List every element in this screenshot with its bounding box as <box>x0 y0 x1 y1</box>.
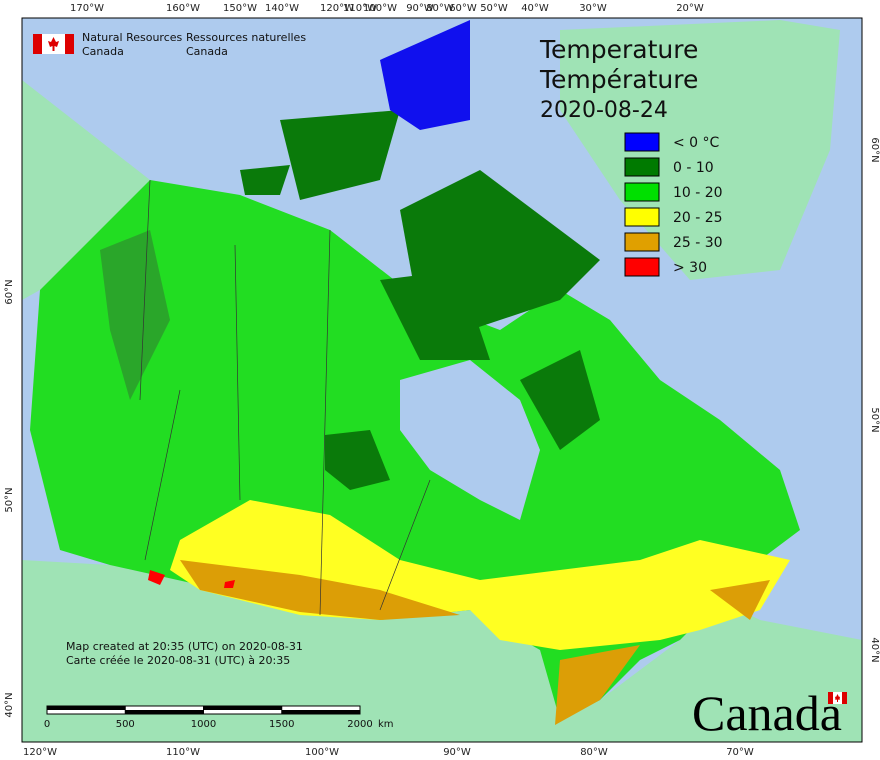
top-label: 150°W <box>223 3 257 14</box>
org-en: Natural Resources <box>82 31 183 44</box>
right-label: 50°N <box>869 407 880 432</box>
scale-label: 1000 <box>191 719 216 730</box>
arctic-islands <box>240 165 290 195</box>
legend-swatch <box>624 182 660 202</box>
title: Temperature Température 2020-08-24 <box>539 35 698 123</box>
top-label: 60°W <box>449 3 477 14</box>
bottom-label: 120°W <box>23 747 57 758</box>
top-label: 20°W <box>676 3 704 14</box>
bottom-label: 90°W <box>443 747 471 758</box>
boundaries <box>139 179 431 616</box>
very-hot <box>148 570 235 588</box>
title-date: 2020-08-24 <box>540 98 668 123</box>
org-fr: Canada <box>186 45 228 58</box>
map-frame <box>21 17 863 743</box>
top-label: 40°W <box>521 3 549 14</box>
legend-label: 10 - 20 <box>673 185 723 201</box>
title-line: Temperature <box>539 35 698 64</box>
credit-line: Carte créée le 2020-08-31 (UTC) à 20:35 <box>66 654 290 667</box>
ellesmere <box>380 20 470 130</box>
hot-prairies <box>180 560 460 620</box>
top-label: 140°W <box>265 3 299 14</box>
ungava <box>520 350 600 450</box>
flag-bar <box>828 692 833 704</box>
maple-leaf <box>835 694 840 702</box>
top-label: 170°W <box>70 3 104 14</box>
scale-bar: 0 500 1000 1500 2000 km <box>44 705 394 730</box>
canada-wordmark: Canada <box>692 685 842 741</box>
left-label: 60°N <box>4 279 15 304</box>
title-line: Température <box>539 65 698 94</box>
keewatin <box>380 270 490 360</box>
maple-leaf <box>48 37 59 51</box>
legend-swatch <box>624 157 660 177</box>
credits: Map created at 20:35 (UTC) on 2020-08-31… <box>66 640 303 667</box>
top-label: 90°W <box>406 3 434 14</box>
scale-label: 2000 <box>347 719 372 730</box>
top-label: 50°W <box>480 3 508 14</box>
legend-label: > 30 <box>673 260 707 276</box>
left-label: 50°N <box>4 487 15 512</box>
bottom-label: 70°W <box>726 747 754 758</box>
header: Natural Resources Canada Ressources natu… <box>33 31 306 58</box>
top-label: 160°W <box>166 3 200 14</box>
left-label: 40°N <box>4 692 15 717</box>
scale-segment <box>203 706 282 710</box>
hudson-bay <box>400 360 540 520</box>
legend-swatch <box>624 232 660 252</box>
org-fr: Ressources naturelles <box>186 31 306 44</box>
hot-ontario <box>555 645 640 725</box>
legend-label: 0 - 10 <box>673 160 714 176</box>
united-states <box>22 560 862 742</box>
scale-segment <box>125 710 204 714</box>
bottom-label: 100°W <box>305 747 339 758</box>
top-label: 120°W <box>320 3 354 14</box>
top-label: 100°W <box>363 3 397 14</box>
top-label: 110°W <box>343 3 377 14</box>
wordmark: Canada <box>692 685 847 741</box>
frame <box>21 17 863 743</box>
scale-segment <box>281 710 360 714</box>
scale-label: 500 <box>116 719 135 730</box>
org-en: Canada <box>82 45 124 58</box>
alaska <box>22 80 150 300</box>
legend-label: 25 - 30 <box>673 235 723 251</box>
top-label: 30°W <box>579 3 607 14</box>
right-label: 40°N <box>869 637 880 662</box>
arctic-islands <box>280 110 400 200</box>
legend-swatch <box>624 207 660 227</box>
scale-segment <box>47 706 126 710</box>
credit-line: Map created at 20:35 (UTC) on 2020-08-31 <box>66 640 303 653</box>
legend-label: 20 - 25 <box>673 210 723 226</box>
flag-bar <box>65 34 74 54</box>
flag-bar <box>33 34 42 54</box>
legend: < 0 °C 0 - 10 10 - 20 20 - 25 25 - 30 > 30 <box>624 132 723 277</box>
legend-label: < 0 °C <box>673 135 720 151</box>
cordillera <box>100 230 170 400</box>
scale-label: 1500 <box>269 719 294 730</box>
hot-maritimes <box>710 580 770 620</box>
greenland <box>560 20 840 280</box>
bottom-label: 110°W <box>166 747 200 758</box>
scale-label: 0 <box>44 719 50 730</box>
right-label: 60°N <box>869 137 880 162</box>
flag-bar <box>842 692 847 704</box>
legend-swatch <box>624 132 660 152</box>
top-label: 80°W <box>426 3 454 14</box>
graticule-labels: 170°W 160°W 150°W 140°W 120°W 110°W 100°… <box>4 3 880 758</box>
legend-swatch <box>624 257 660 277</box>
hudson-lowlands <box>325 430 390 490</box>
scale-unit: km <box>378 719 394 730</box>
bottom-label: 80°W <box>580 747 608 758</box>
